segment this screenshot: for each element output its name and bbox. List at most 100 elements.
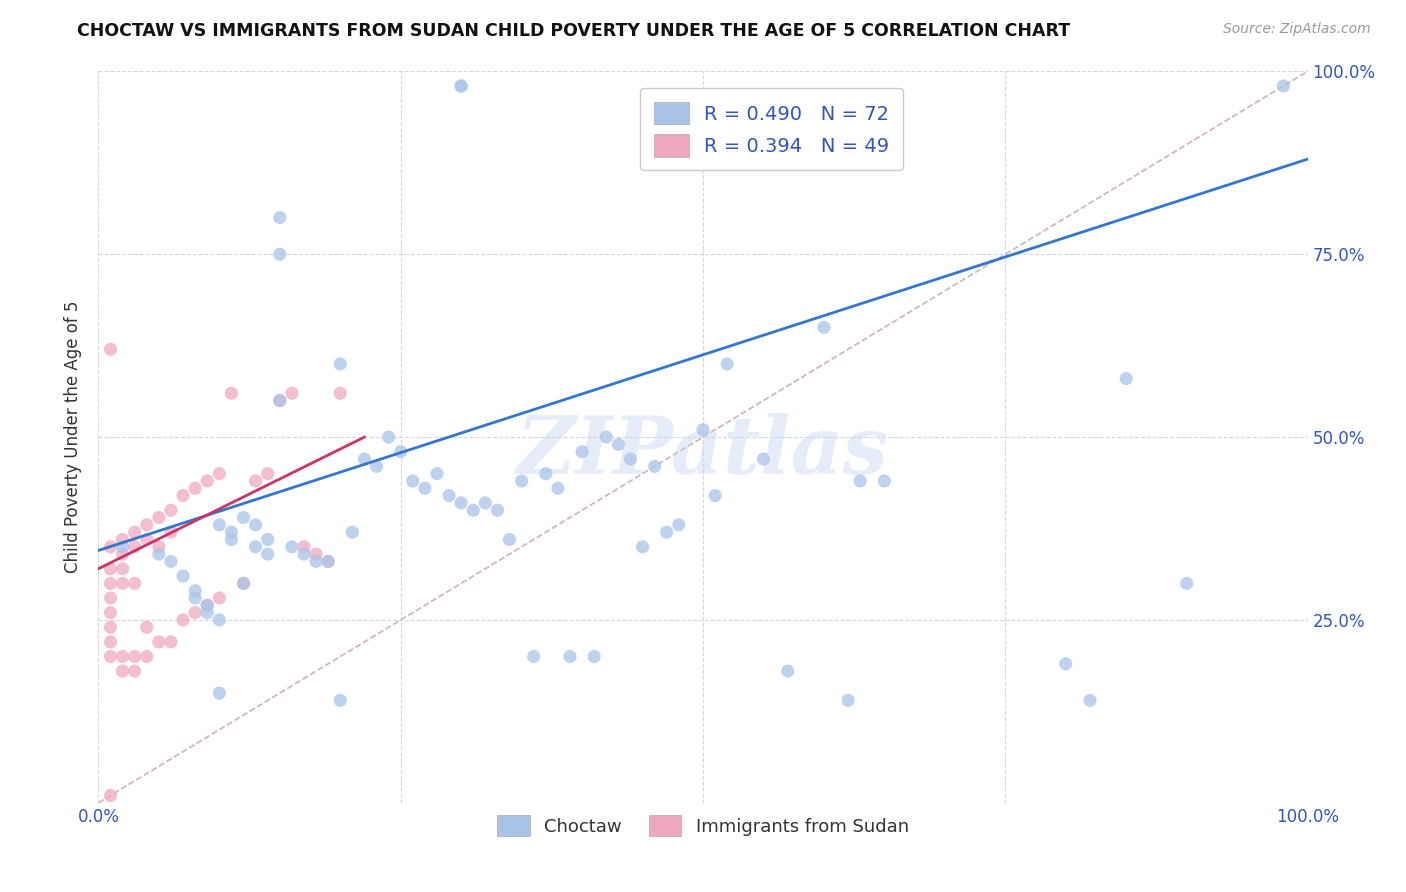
Point [474, 496, 496, 510]
Y-axis label: Child Poverty Under the Age of 5: Child Poverty Under the Age of 5 [65, 301, 83, 574]
Point [111, 547, 134, 561]
Point [413, 481, 436, 495]
Point [547, 481, 569, 495]
Point [111, 562, 134, 576]
Point [100, 343, 122, 357]
Point [873, 474, 896, 488]
Point [208, 517, 231, 532]
Point [486, 503, 509, 517]
Text: Source: ZipAtlas.com: Source: ZipAtlas.com [1223, 22, 1371, 37]
Point [256, 467, 278, 481]
Point [256, 533, 278, 547]
Point [292, 547, 315, 561]
Point [571, 444, 593, 458]
Point [208, 686, 231, 700]
Point [100, 606, 122, 620]
Point [148, 510, 170, 524]
Point [437, 489, 460, 503]
Point [148, 635, 170, 649]
Point [135, 649, 157, 664]
Point [195, 599, 218, 613]
Point [813, 320, 835, 334]
Point [377, 430, 399, 444]
Point [111, 540, 134, 554]
Point [595, 430, 617, 444]
Point [148, 547, 170, 561]
Point [450, 496, 472, 510]
Point [837, 693, 859, 707]
Point [184, 606, 207, 620]
Point [668, 517, 690, 532]
Point [124, 525, 146, 540]
Point [366, 459, 388, 474]
Point [135, 533, 157, 547]
Point [269, 247, 291, 261]
Point [208, 613, 231, 627]
Point [1078, 693, 1101, 707]
Point [1272, 78, 1295, 93]
Point [523, 649, 546, 664]
Point [208, 591, 231, 605]
Point [135, 620, 157, 634]
Point [111, 533, 134, 547]
Point [463, 503, 485, 517]
Point [1175, 576, 1198, 591]
Text: CHOCTAW VS IMMIGRANTS FROM SUDAN CHILD POVERTY UNDER THE AGE OF 5 CORRELATION CH: CHOCTAW VS IMMIGRANTS FROM SUDAN CHILD P… [77, 22, 1070, 40]
Point [100, 620, 122, 634]
Point [160, 635, 183, 649]
Point [655, 525, 678, 540]
Point [172, 569, 194, 583]
Point [221, 533, 243, 547]
Point [498, 533, 520, 547]
Point [752, 452, 775, 467]
Point [316, 554, 339, 568]
Point [1054, 657, 1077, 671]
Point [160, 503, 183, 517]
Point [245, 540, 267, 554]
Point [353, 452, 375, 467]
Point [245, 474, 267, 488]
Point [1115, 371, 1137, 385]
Text: ZIPatlas: ZIPatlas [517, 413, 889, 491]
Point [281, 386, 304, 401]
Point [111, 664, 134, 678]
Point [269, 211, 291, 225]
Point [776, 664, 799, 678]
Point [631, 540, 654, 554]
Point [292, 540, 315, 554]
Point [124, 540, 146, 554]
Point [100, 649, 122, 664]
Point [704, 489, 727, 503]
Point [195, 599, 218, 613]
Point [305, 554, 328, 568]
Point [558, 649, 581, 664]
Legend: Choctaw, Immigrants from Sudan: Choctaw, Immigrants from Sudan [488, 806, 918, 845]
Point [849, 474, 872, 488]
Point [160, 525, 183, 540]
Point [534, 467, 557, 481]
Point [329, 357, 352, 371]
Point [160, 554, 183, 568]
Point [692, 423, 714, 437]
Point [269, 393, 291, 408]
Point [256, 547, 278, 561]
Point [111, 649, 134, 664]
Point [232, 576, 254, 591]
Point [329, 693, 352, 707]
Point [195, 474, 218, 488]
Point [184, 591, 207, 605]
Point [644, 459, 666, 474]
Point [316, 554, 339, 568]
Point [135, 517, 157, 532]
Point [172, 613, 194, 627]
Point [124, 649, 146, 664]
Point [232, 510, 254, 524]
Point [716, 357, 738, 371]
Point [245, 517, 267, 532]
Point [619, 452, 641, 467]
Point [100, 562, 122, 576]
Point [221, 386, 243, 401]
Point [100, 789, 122, 803]
Point [148, 540, 170, 554]
Point [172, 489, 194, 503]
